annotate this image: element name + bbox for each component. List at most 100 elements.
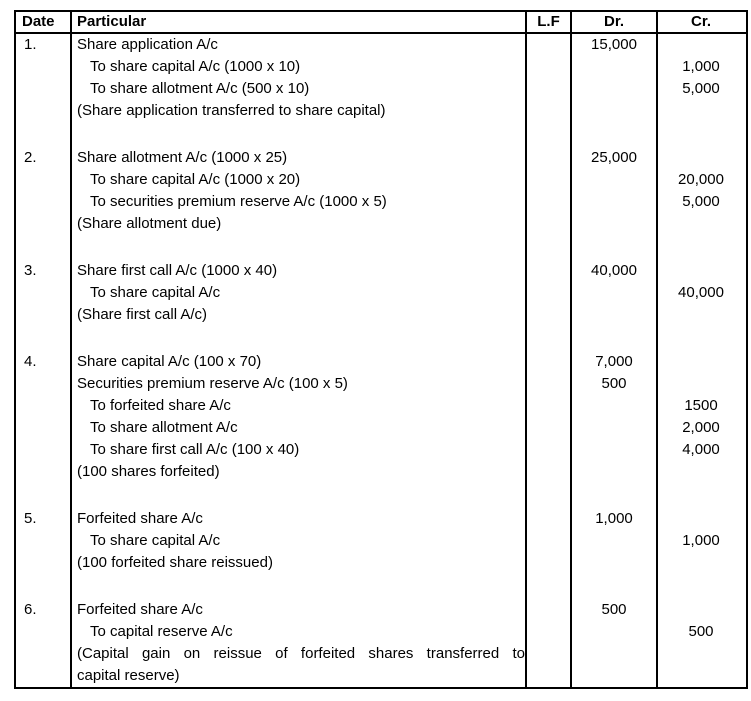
cr-amount-cell	[658, 304, 744, 326]
cr-amount-cell	[658, 260, 744, 282]
lf-cell	[527, 373, 570, 395]
lf-cell	[527, 78, 570, 100]
lf-cell	[527, 552, 570, 574]
lf-cell	[527, 461, 570, 483]
particular-cell: (100 shares forfeited)	[77, 463, 220, 480]
dr-amount-cell	[572, 78, 656, 100]
particular-cell: Share first call A/c (1000 x 40)	[77, 262, 278, 279]
table-row: To share capital A/c 40,000	[16, 282, 746, 304]
cr-amount-cell: 40,000	[678, 284, 724, 301]
cr-amount-cell: 1500	[684, 397, 718, 414]
dr-amount-cell	[572, 56, 656, 78]
lf-cell	[527, 282, 570, 304]
dr-amount-cell: 40,000	[591, 262, 637, 279]
dr-amount-cell	[572, 461, 656, 483]
date-cell: 1.	[24, 36, 37, 53]
date-cell	[16, 169, 70, 191]
particular-cell: To share allotment A/c	[90, 419, 238, 436]
date-cell: 5.	[24, 510, 37, 527]
column-divider-particular-lf	[525, 12, 527, 687]
table-row: To share capital A/c (1000 x 10) 1,000	[16, 56, 746, 78]
date-cell	[16, 100, 70, 122]
particular-cell: (Capital gain on reissue of forfeited sh…	[77, 645, 525, 662]
particular-cell: To forfeited share A/c	[90, 397, 231, 414]
table-row: To forfeited share A/c 1500	[16, 395, 746, 417]
dr-amount-cell	[572, 169, 656, 191]
dr-amount-cell: 25,000	[591, 149, 637, 166]
journal-entry: 5. Forfeited share A/c 1,000 To share capit…	[16, 508, 746, 574]
cr-amount-cell: 1,000	[682, 58, 720, 75]
cr-amount-cell: 2,000	[682, 419, 720, 436]
dr-amount-cell	[572, 213, 656, 235]
column-divider-date-particular	[70, 12, 72, 687]
date-cell	[16, 417, 70, 439]
journal-entry: 4. Share capital A/c (100 x 70) 7,000 Secur…	[16, 351, 746, 483]
cr-amount-cell	[658, 552, 744, 574]
header-separator-line	[16, 32, 746, 34]
cr-amount-cell: 20,000	[678, 171, 724, 188]
dr-amount-cell	[572, 439, 656, 461]
particular-cell: Forfeited share A/c	[77, 510, 203, 527]
header-date: Date	[22, 13, 55, 30]
cr-amount-cell: 500	[688, 623, 714, 640]
date-cell: 2.	[24, 149, 37, 166]
table-row: To share first call A/c (100 x 40) 4,000	[16, 439, 746, 461]
date-cell	[16, 373, 70, 395]
date-cell	[16, 78, 70, 100]
date-cell	[16, 213, 70, 235]
lf-cell	[527, 621, 570, 643]
table-row: 6. Forfeited share A/c 500	[16, 599, 746, 621]
dr-amount-cell: 1,000	[595, 510, 633, 527]
cr-amount-cell: 5,000	[682, 80, 720, 97]
journal-entry: 6. Forfeited share A/c 500 To capital reser…	[16, 599, 746, 687]
particular-cell: Share allotment A/c (1000 x 25)	[77, 149, 288, 166]
particular-cell: Forfeited share A/c	[77, 601, 203, 618]
date-cell	[16, 282, 70, 304]
table-row: 3. Share first call A/c (1000 x 40) 40,000	[16, 260, 746, 282]
cr-amount-cell	[658, 147, 744, 169]
cr-amount-cell: 5,000	[682, 193, 720, 210]
journal-entry: 3. Share first call A/c (1000 x 40) 40,000…	[16, 260, 746, 326]
table-row: (Share application transferred to share …	[16, 100, 746, 122]
header-dr: Dr.	[603, 13, 624, 30]
lf-cell	[527, 508, 570, 530]
date-cell	[16, 552, 70, 574]
column-divider-lf-dr	[570, 12, 572, 687]
lf-cell	[527, 439, 570, 461]
date-cell	[16, 439, 70, 461]
lf-cell	[527, 665, 570, 687]
date-cell	[16, 304, 70, 326]
date-cell	[16, 530, 70, 552]
table-row: Securities premium reserve A/c (100 x 5)…	[16, 373, 746, 395]
table-row: capital reserve)	[16, 665, 746, 687]
lf-cell	[527, 304, 570, 326]
cr-amount-cell	[658, 508, 744, 530]
date-cell	[16, 665, 70, 687]
header-lf: L.F	[537, 13, 560, 30]
cr-amount-cell: 1,000	[682, 532, 720, 549]
dr-amount-cell	[572, 417, 656, 439]
lf-cell	[527, 395, 570, 417]
dr-amount-cell: 15,000	[591, 36, 637, 53]
journal-entry: 2. Share allotment A/c (1000 x 25) 25,000 T…	[16, 147, 746, 235]
cr-amount-cell	[658, 34, 744, 56]
date-cell	[16, 395, 70, 417]
dr-amount-cell: 7,000	[595, 353, 633, 370]
table-row: 2. Share allotment A/c (1000 x 25) 25,000	[16, 147, 746, 169]
particular-cell: (100 forfeited share reissued)	[77, 554, 273, 571]
lf-cell	[527, 213, 570, 235]
table-row: (Capital gain on reissue of forfeited sh…	[16, 643, 746, 665]
lf-cell	[527, 417, 570, 439]
dr-amount-cell	[572, 643, 656, 665]
lf-cell	[527, 599, 570, 621]
table-body: 1. Share application A/c 15,000 To share ca…	[16, 34, 746, 687]
date-cell: 6.	[24, 601, 37, 618]
table-row: 1. Share application A/c 15,000	[16, 34, 746, 56]
particular-cell: To share capital A/c (1000 x 20)	[90, 171, 301, 188]
dr-amount-cell: 500	[601, 601, 627, 618]
particular-cell: To share capital A/c (1000 x 10)	[90, 58, 301, 75]
table-row: To share capital A/c (1000 x 20) 20,000	[16, 169, 746, 191]
date-cell	[16, 621, 70, 643]
journal-entries-table: Date Particular L.F Dr. Cr. 1. Share appl…	[14, 10, 748, 689]
date-cell	[16, 191, 70, 213]
